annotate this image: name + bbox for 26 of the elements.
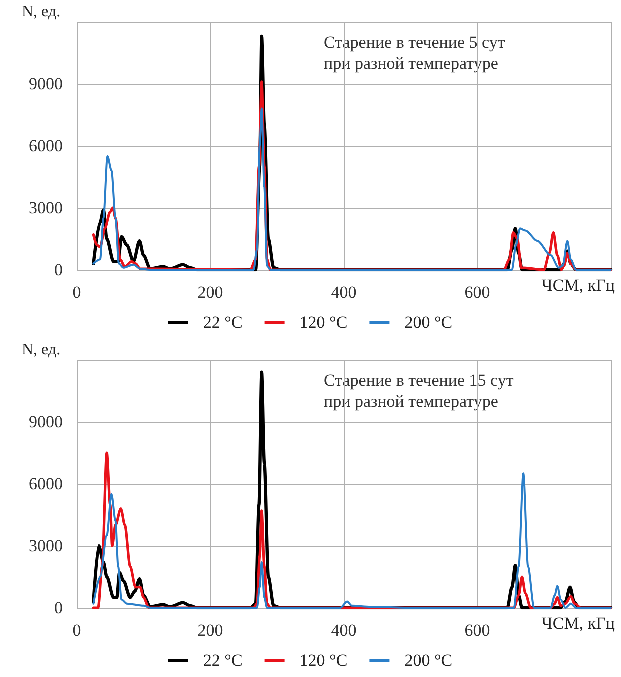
legend-label: 200 °C (404, 313, 453, 332)
x-tick-label: 0 (72, 283, 82, 302)
legend-label: 22 °C (203, 313, 243, 332)
legend-label: 200 °C (404, 651, 453, 670)
y-tick-label: 0 (54, 260, 63, 280)
y-axis-title: N, ед. (22, 4, 61, 20)
x-tick-label: 600 (464, 621, 490, 640)
y-axis-title: N, ед. (22, 342, 61, 358)
x-tick-label: 600 (464, 283, 490, 302)
x-axis-title: ЧСМ, кГц (542, 614, 616, 633)
x-tick-label: 400 (331, 283, 357, 302)
y-tick-label: 9000 (29, 412, 63, 432)
x-tick-label: 400 (331, 621, 357, 640)
x-axis-title: ЧСМ, кГц (542, 276, 616, 295)
x-tick-label: 200 (198, 283, 224, 302)
y-tick-label: 9000 (29, 74, 63, 94)
y-tick-label: 3000 (29, 536, 63, 556)
legend-label: 22 °C (203, 651, 243, 670)
legend-label: 120 °C (300, 313, 348, 332)
x-tick-label: 0 (72, 621, 82, 640)
y-tick-label: 6000 (29, 136, 63, 156)
y-tick-label: 3000 (29, 198, 63, 218)
x-tick-label: 200 (198, 621, 224, 640)
legend-label: 120 °C (300, 651, 348, 670)
y-tick-label: 0 (54, 598, 63, 618)
y-tick-label: 6000 (29, 474, 63, 494)
